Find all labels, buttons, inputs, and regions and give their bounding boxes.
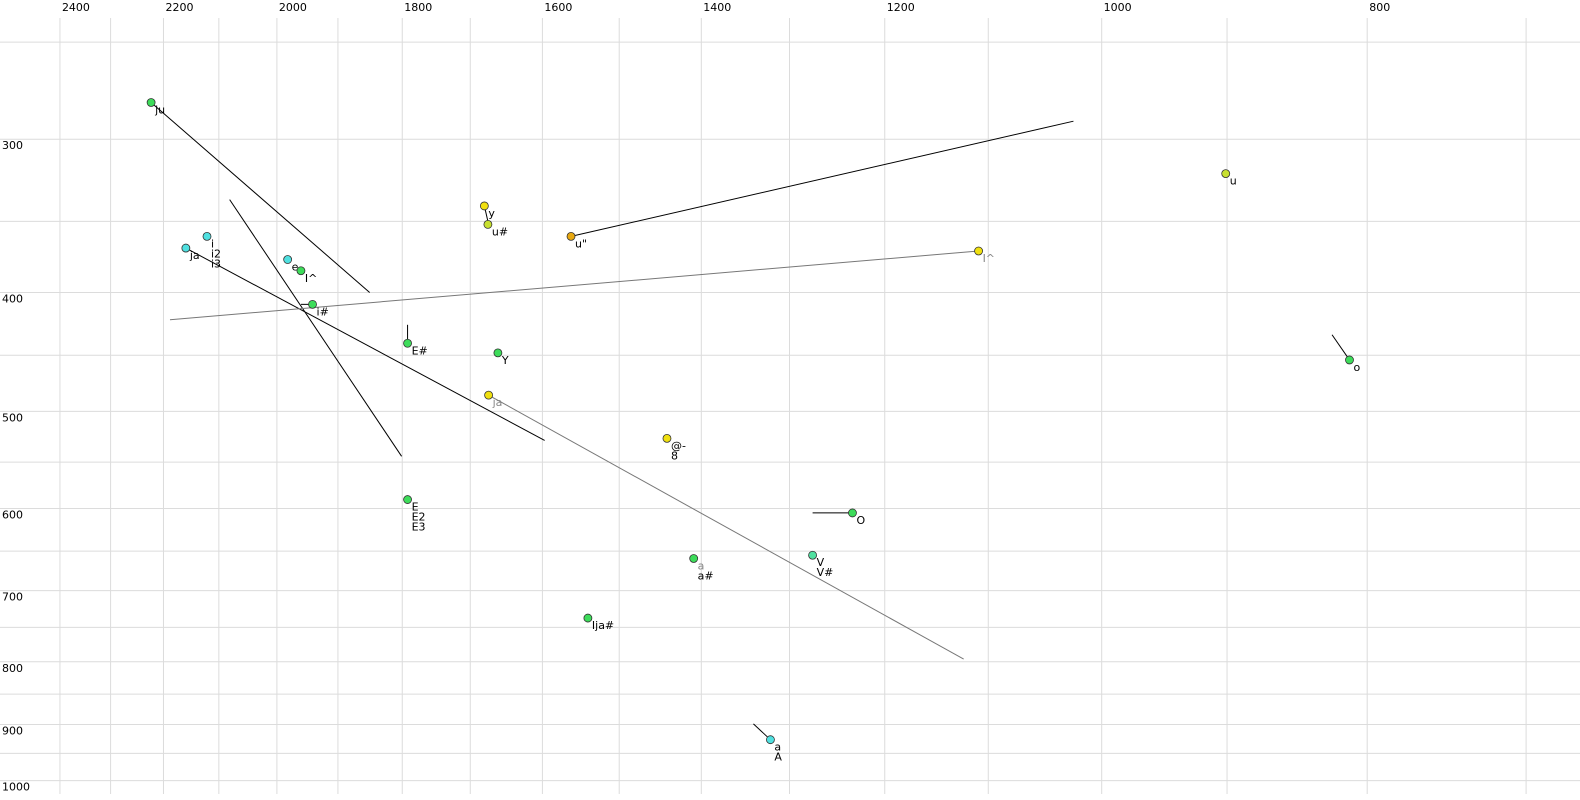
- vowel-point: [483, 219, 493, 229]
- y-tick-label: 800: [2, 662, 23, 675]
- vowel-label: i2: [211, 247, 221, 260]
- y-tick-label: 1000: [2, 781, 30, 794]
- vowel-point: [583, 613, 593, 623]
- vowel-point: [766, 735, 775, 745]
- vowel-label: E: [412, 501, 419, 514]
- vowel-point: [308, 299, 317, 309]
- vowel-label: I^: [983, 252, 995, 265]
- y-tick-label: 400: [2, 292, 23, 305]
- trajectory: [570, 120, 1074, 237]
- vowel-label: V#: [817, 566, 834, 579]
- x-tick-label: 2000: [279, 1, 307, 14]
- trajectory: [185, 247, 545, 441]
- x-tick-label: 1200: [887, 1, 915, 14]
- trajectory: [169, 250, 979, 321]
- vowel-label: ju: [154, 103, 165, 116]
- vowel-label: @-: [671, 439, 686, 452]
- vowel-point: [296, 266, 306, 276]
- vowel-point: [493, 348, 503, 358]
- vowel-label: ja: [492, 396, 503, 409]
- vowel-point: [181, 243, 191, 253]
- trajectory: [1331, 334, 1350, 361]
- x-tick-label: 2200: [165, 1, 193, 14]
- y-tick-label: 500: [2, 411, 23, 424]
- vowel-point: [403, 495, 412, 504]
- vowel-label: Y: [501, 354, 509, 367]
- vowel-label: O: [856, 514, 865, 527]
- vowel-label: i: [211, 237, 214, 250]
- vowel-label: u: [1230, 175, 1237, 188]
- vowel-label: E3: [412, 521, 426, 534]
- vowel-point: [808, 550, 817, 560]
- vowel-label: i#: [317, 305, 329, 318]
- vowel-label: V: [817, 556, 825, 569]
- trajectory: [229, 199, 403, 457]
- x-tick-label: 1400: [703, 1, 731, 14]
- vowel-label: Ija#: [592, 619, 614, 632]
- vowel-label: u#: [492, 225, 508, 238]
- vowel-label: E2: [412, 511, 426, 524]
- x-tick-label: 1600: [544, 1, 572, 14]
- vowel-label: a: [774, 741, 781, 754]
- vowel-point: [689, 554, 699, 563]
- vowel-point: [974, 246, 983, 256]
- vowel-label: I^: [305, 272, 317, 285]
- vowel-label: y: [488, 207, 495, 220]
- vowel-label: ja: [189, 249, 200, 262]
- vowel-label: i3: [211, 257, 221, 270]
- x-tick-label: 2400: [62, 1, 90, 14]
- trajectory: [150, 102, 370, 293]
- vowel-point: [566, 231, 576, 241]
- vowel-point: [202, 231, 212, 241]
- vowel-point: [479, 201, 489, 211]
- vowel-label: a: [698, 559, 705, 572]
- vowel-label: u": [575, 237, 587, 250]
- vowel-point: [146, 98, 156, 107]
- vowel-label: o: [1353, 361, 1360, 374]
- vowel-point: [1221, 169, 1231, 179]
- vowel-label: A: [774, 751, 782, 764]
- y-tick-label: 900: [2, 725, 23, 738]
- vowel-label: E#: [412, 344, 428, 357]
- vowel-point: [403, 338, 412, 348]
- vowel-label: a#: [698, 569, 714, 582]
- vowel-point: [848, 508, 857, 518]
- x-tick-label: 800: [1369, 1, 1390, 14]
- trajectory: [488, 394, 964, 660]
- y-tick-label: 600: [2, 509, 23, 522]
- y-tick-label: 300: [2, 139, 23, 152]
- x-tick-label: 1000: [1104, 1, 1132, 14]
- vowel-point: [1345, 355, 1354, 365]
- vowel-point: [283, 255, 293, 264]
- vowel-label: 8: [671, 449, 678, 462]
- y-tick-label: 700: [2, 591, 23, 604]
- x-tick-label: 1800: [404, 1, 432, 14]
- vowel-label: e: [292, 261, 299, 274]
- vowel-point: [484, 390, 494, 400]
- vowel-point: [662, 433, 672, 443]
